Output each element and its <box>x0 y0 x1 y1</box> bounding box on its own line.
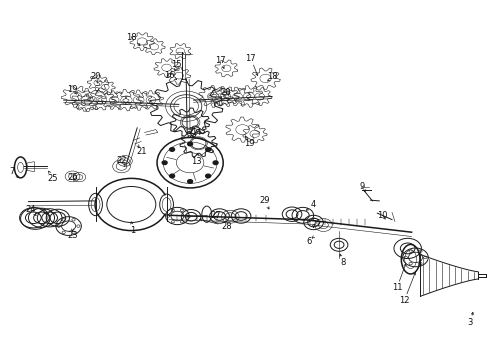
Circle shape <box>206 174 211 178</box>
Text: 27: 27 <box>210 211 221 220</box>
Text: 24: 24 <box>25 205 36 214</box>
Text: 16: 16 <box>164 71 174 80</box>
Text: 10: 10 <box>377 211 388 220</box>
Text: 21: 21 <box>137 147 147 156</box>
Circle shape <box>162 161 167 165</box>
Text: 18: 18 <box>267 72 277 81</box>
Circle shape <box>206 148 211 151</box>
Text: 5: 5 <box>311 218 316 227</box>
Text: 4: 4 <box>311 200 316 209</box>
Text: 3: 3 <box>468 318 473 327</box>
Circle shape <box>170 148 174 151</box>
Text: 23: 23 <box>67 231 78 240</box>
Text: 29: 29 <box>259 197 270 205</box>
Text: 26: 26 <box>67 173 78 181</box>
Text: 6: 6 <box>306 237 311 246</box>
Circle shape <box>170 174 174 178</box>
Text: 18: 18 <box>126 33 137 42</box>
Text: 13: 13 <box>191 158 201 166</box>
Circle shape <box>188 142 193 146</box>
Text: 14: 14 <box>191 128 201 137</box>
Text: 22: 22 <box>116 156 127 165</box>
Text: 20: 20 <box>220 88 231 97</box>
Circle shape <box>213 161 218 165</box>
Text: 19: 19 <box>67 85 78 94</box>
Text: 19: 19 <box>244 139 254 148</box>
Circle shape <box>188 180 193 183</box>
Text: 20: 20 <box>90 72 101 81</box>
Text: 11: 11 <box>392 284 402 292</box>
Text: 15: 15 <box>171 59 182 68</box>
Text: 2: 2 <box>189 127 194 136</box>
Text: 28: 28 <box>221 222 232 231</box>
Text: 17: 17 <box>215 56 226 65</box>
Text: 1: 1 <box>130 226 135 235</box>
Text: 9: 9 <box>360 182 365 191</box>
Text: 8: 8 <box>341 258 345 267</box>
Text: 17: 17 <box>245 54 256 63</box>
Text: 12: 12 <box>399 296 410 305</box>
Text: 7: 7 <box>10 166 15 175</box>
Text: 25: 25 <box>48 174 58 183</box>
